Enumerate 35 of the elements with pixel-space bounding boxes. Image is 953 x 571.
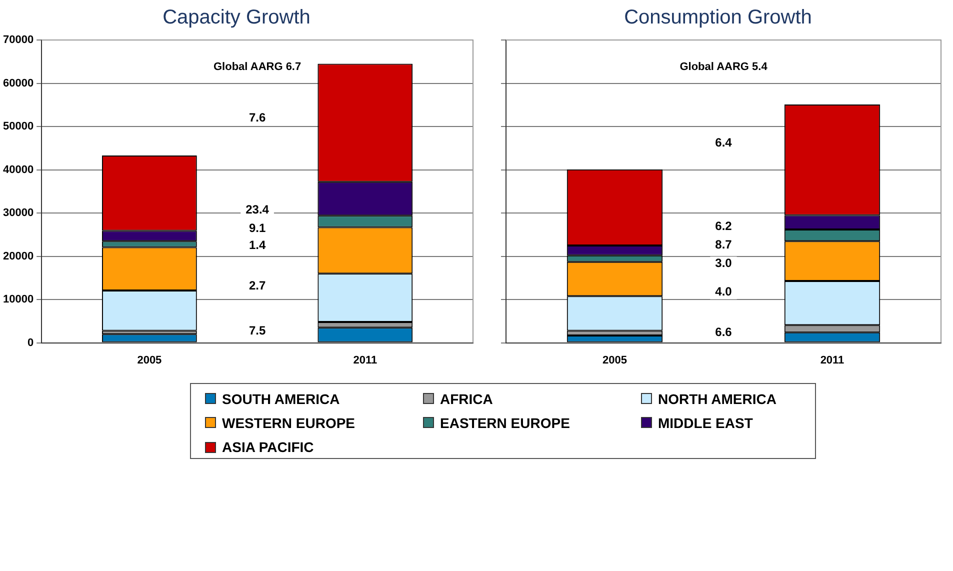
y-tick-label: 0 bbox=[27, 336, 34, 349]
annotation: 6.2 bbox=[715, 219, 732, 234]
annotation: Global AARG 5.4 bbox=[680, 61, 768, 74]
x-tick-label: 2011 bbox=[353, 354, 378, 366]
y-tick-label: 70000 bbox=[2, 34, 34, 46]
y-tick-label: 50000 bbox=[2, 120, 34, 133]
annotation: 4.0 bbox=[715, 284, 732, 298]
legend-label: EASTERN EUROPE bbox=[440, 414, 570, 431]
annotation: 2.7 bbox=[248, 278, 266, 292]
annotation: 6.6 bbox=[715, 325, 732, 340]
x-tick-label: 2011 bbox=[820, 354, 844, 366]
legend-label: ASIA PACIFIC bbox=[222, 439, 314, 456]
annotation: 7.5 bbox=[248, 323, 266, 338]
y-tick-label: 30000 bbox=[2, 207, 34, 220]
chart-title: Capacity Growth bbox=[162, 6, 310, 29]
annotation: 7.6 bbox=[248, 110, 266, 125]
legend-label: NORTH AMERICA bbox=[658, 390, 776, 407]
y-tick-label: 60000 bbox=[2, 77, 34, 90]
y-tick-label: 40000 bbox=[2, 164, 34, 176]
y-tick-label: 20000 bbox=[2, 250, 34, 262]
x-tick-label: 2005 bbox=[602, 354, 627, 366]
chart-title: Consumption Growth bbox=[624, 6, 812, 29]
annotation: 3.0 bbox=[715, 256, 732, 270]
annotation: 6.4 bbox=[715, 135, 732, 150]
legend-label: SOUTH AMERICA bbox=[222, 390, 340, 407]
annotation: 9.1 bbox=[248, 220, 266, 235]
annotation: Global AARG 6.7 bbox=[213, 61, 302, 74]
x-tick-label: 2005 bbox=[137, 354, 162, 366]
y-tick-label: 10000 bbox=[2, 294, 34, 306]
annotation: 8.7 bbox=[715, 237, 732, 252]
annotation: 23.4 bbox=[246, 202, 270, 217]
legend-label: WESTERN EUROPE bbox=[222, 414, 356, 431]
legend-label: AFRICA bbox=[440, 390, 493, 407]
annotation: 1.4 bbox=[248, 238, 266, 252]
legend-label: MIDDLE EAST bbox=[658, 414, 753, 431]
